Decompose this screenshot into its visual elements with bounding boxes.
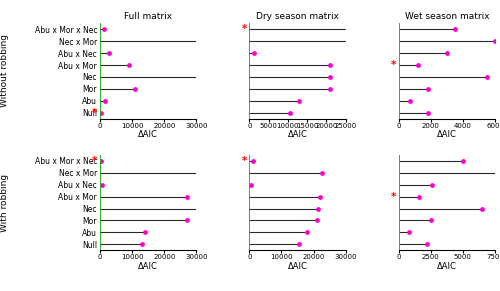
Point — [414, 63, 422, 67]
Point — [125, 63, 133, 67]
Point — [424, 110, 432, 115]
X-axis label: ΔAIC: ΔAIC — [138, 262, 158, 271]
Point — [102, 98, 110, 103]
Point — [182, 218, 190, 223]
Point — [424, 86, 432, 91]
Point — [451, 27, 459, 31]
Point — [202, 74, 210, 79]
Point — [326, 63, 334, 67]
Point — [428, 182, 436, 187]
Point — [350, 27, 358, 31]
Point — [316, 194, 324, 199]
Point — [296, 98, 304, 103]
Point — [202, 39, 210, 43]
Text: *: * — [242, 156, 246, 166]
Point — [98, 182, 106, 187]
Point — [478, 206, 486, 211]
Point — [318, 171, 326, 175]
X-axis label: ΔAIC: ΔAIC — [437, 262, 457, 271]
X-axis label: ΔAIC: ΔAIC — [138, 130, 158, 139]
Point — [105, 51, 113, 55]
Point — [100, 27, 108, 31]
X-axis label: ΔAIC: ΔAIC — [288, 130, 308, 139]
Point — [459, 159, 467, 163]
Text: *: * — [92, 156, 98, 166]
Point — [141, 230, 149, 235]
Title: Wet season matrix: Wet season matrix — [404, 12, 489, 21]
Point — [97, 110, 105, 115]
Point — [313, 218, 321, 223]
Point — [286, 110, 294, 115]
Point — [132, 86, 140, 91]
X-axis label: ΔAIC: ΔAIC — [437, 130, 457, 139]
Point — [295, 242, 303, 247]
Text: *: * — [390, 191, 396, 202]
Text: *: * — [92, 108, 98, 118]
Point — [248, 182, 256, 187]
Point — [326, 86, 334, 91]
Point — [250, 51, 258, 55]
Point — [415, 194, 423, 199]
Point — [406, 98, 414, 103]
Point — [97, 159, 105, 163]
Point — [427, 218, 435, 223]
Point — [202, 171, 210, 175]
Point — [326, 74, 334, 79]
Point — [372, 39, 380, 43]
Text: *: * — [390, 60, 396, 70]
Point — [182, 194, 190, 199]
Text: Without robbing: Without robbing — [0, 34, 10, 107]
Text: *: * — [242, 24, 246, 34]
Title: Dry season matrix: Dry season matrix — [256, 12, 339, 21]
X-axis label: ΔAIC: ΔAIC — [288, 262, 308, 271]
Point — [303, 230, 311, 235]
Point — [138, 242, 145, 247]
Point — [405, 230, 413, 235]
Point — [248, 159, 256, 163]
Point — [443, 51, 451, 55]
Point — [491, 39, 499, 43]
Title: Full matrix: Full matrix — [124, 12, 172, 21]
Point — [423, 242, 431, 247]
Text: With robbing: With robbing — [0, 173, 10, 232]
Point — [202, 206, 210, 211]
Point — [314, 206, 322, 211]
Point — [483, 74, 491, 79]
